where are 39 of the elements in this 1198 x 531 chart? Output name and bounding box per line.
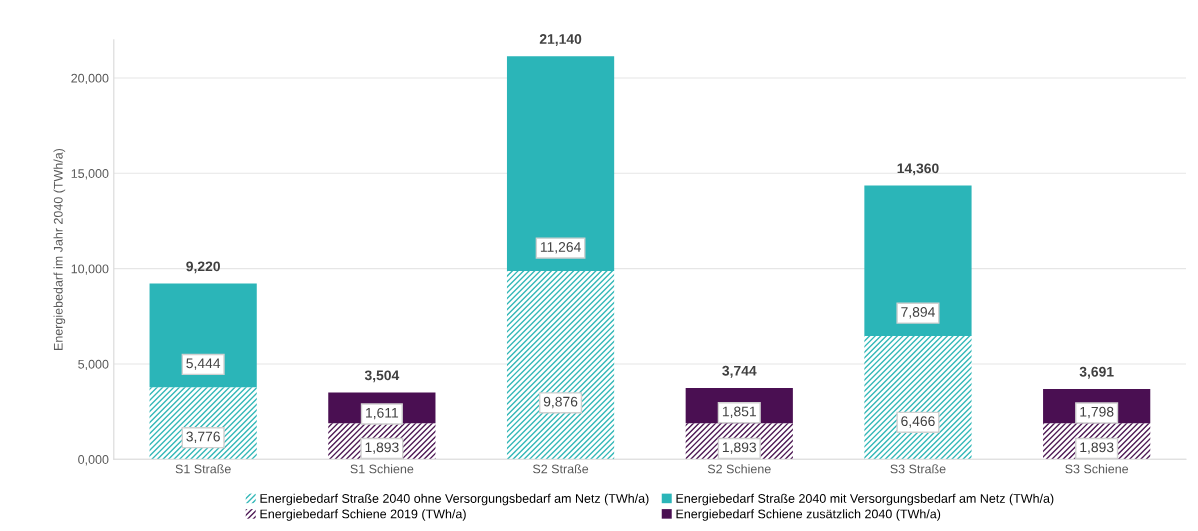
legend-label: Energiebedarf Schiene zusätzlich 2040 (TWh/a): [676, 509, 941, 521]
total-label: 21,140: [539, 34, 582, 46]
data-label: 9,876: [543, 396, 578, 409]
data-label: 1,798: [1080, 406, 1114, 419]
data-label: 6,466: [901, 416, 935, 428]
data-label: 7,894: [901, 307, 935, 319]
x-tick-label: S1 Straße: [175, 464, 231, 474]
data-label: 1,893: [1080, 442, 1114, 454]
data-label: 1,893: [365, 442, 399, 454]
legend-label: Energiebedarf Straße 2040 mit Versorgungsbedarf am Netz (TWh/a): [676, 493, 1054, 506]
x-tick-label: S3 Schiene: [1065, 464, 1129, 474]
total-label: 9,220: [186, 261, 220, 274]
y-tick-label: 5,000: [78, 359, 109, 371]
data-label: 11,264: [540, 242, 581, 254]
y-tick-label: 15,000: [71, 169, 109, 180]
bar: [149, 283, 257, 388]
total-label: 3,744: [722, 365, 757, 378]
x-tick-label: S3 Straße: [890, 464, 946, 474]
total-label: 3,691: [1079, 366, 1114, 379]
x-tick-label: S2 Straße: [533, 464, 589, 474]
data-label: 1,611: [366, 407, 399, 420]
x-tick-label: S1 Schiene: [350, 464, 414, 474]
y-axis-title: Energiebedarf im Jahr 2040 (TWh/a): [53, 148, 66, 350]
total-label: 14,360: [897, 163, 939, 176]
data-label: 1,851: [722, 406, 756, 418]
data-label: 3,776: [186, 431, 220, 444]
bar: [864, 336, 972, 460]
total-label: 3,504: [364, 370, 400, 383]
bar: [506, 271, 615, 460]
bar: [506, 56, 615, 271]
legend-label: Energiebedarf Schiene 2019 (TWh/a): [260, 509, 466, 521]
y-tick-label: 20,000: [71, 73, 109, 85]
y-tick-label: 0,000: [78, 455, 109, 466]
x-tick-label: S2 Schiene: [707, 464, 771, 474]
legend-label: Energiebedarf Straße 2040 ohne Versorgungsbedarf am Netz (TWh/a): [260, 493, 649, 506]
data-label: 1,893: [722, 442, 757, 454]
bar: [864, 185, 972, 337]
y-tick-label: 10,000: [71, 264, 109, 275]
data-label: 5,444: [186, 358, 221, 370]
